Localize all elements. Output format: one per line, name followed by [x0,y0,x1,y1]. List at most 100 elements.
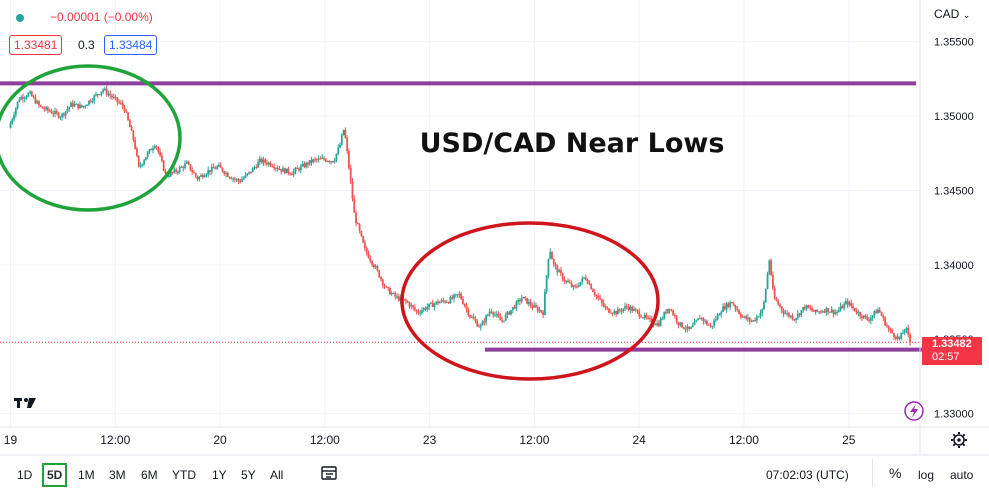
candle-body [713,320,716,326]
candle-body [793,319,796,321]
candle-body [460,293,463,300]
candle-body [661,318,664,320]
timeframe-1d[interactable]: 1D [17,468,33,482]
candle-body [891,330,894,334]
candle-body [552,259,555,265]
candle-body [686,326,689,330]
candle-body [365,248,368,254]
candle-body [560,270,562,274]
candle-body [77,103,80,109]
candle-body [738,310,740,314]
candle-body [175,169,178,173]
candle-body [788,313,790,317]
candle-body [650,318,653,324]
candle-body [160,155,163,161]
candle-body [255,167,258,169]
candle-body [732,303,735,306]
candle-body [695,320,698,322]
candle-body [568,282,571,284]
gear-icon[interactable] [951,432,967,448]
candle-body [96,94,99,96]
bar-countdown: 02:57 [932,351,960,363]
log-toggle[interactable]: log [918,468,935,482]
candle-body [84,105,87,107]
timeframe-all[interactable]: All [270,468,284,482]
lightning-icon[interactable] [904,401,924,421]
candle-body [896,336,899,339]
candle-body [478,326,480,328]
candle-body [331,161,334,163]
percent-toggle[interactable]: % [889,465,902,481]
candle-body [419,312,422,314]
timeframe-1y[interactable]: 1Y [212,468,227,482]
timeframe-ytd[interactable]: YTD [172,468,196,482]
candle-body [29,91,31,94]
candle-body [716,314,719,320]
candle-body [677,321,680,326]
candle-body [638,311,641,317]
candle-body [670,310,673,312]
candle-body [351,181,354,199]
candle-body [184,163,186,169]
candle-body [622,308,625,312]
candle-body [485,315,487,323]
candle-body [437,301,439,304]
candle-body [241,179,243,182]
candle-body [590,284,593,290]
timeframe-1m[interactable]: 1M [78,468,95,482]
timeframe-3m[interactable]: 3M [109,468,126,482]
candle-body [515,301,518,309]
candle-body [219,164,222,168]
timeframe-5y[interactable]: 5Y [241,468,256,482]
candle-body [157,147,160,153]
candle-body [164,170,167,174]
candle-body [125,111,128,113]
candle-body [178,167,181,172]
candle-body [196,176,199,180]
candle-body [825,308,828,313]
candle-body [271,165,274,167]
utc-clock[interactable]: 07:02:03 (UTC) [766,468,849,482]
candle-body [624,306,626,309]
candle-body [36,101,39,104]
candle-body [385,286,388,288]
candle-body [745,316,748,319]
compare-icon[interactable] [321,466,337,480]
candle-body [479,325,482,328]
candle-body [71,102,74,107]
candle-body [280,169,283,172]
candle-body [727,303,730,307]
candle-body [242,177,245,180]
candle-body [209,170,211,172]
candle-body [310,159,313,163]
candle-body [711,325,714,327]
candle-body [581,278,584,282]
candle-body [852,306,854,308]
currency-selector[interactable]: CAD ⌄ [934,7,970,21]
candle-body [576,286,578,288]
candle-body [346,137,349,151]
timeframe-6m[interactable]: 6M [141,468,158,482]
candle-body [905,327,908,331]
timeframe-5d[interactable]: 5D [42,463,68,487]
ask-button[interactable]: 1.33484 [104,35,158,55]
candle-body [412,305,414,308]
bid-button[interactable]: 1.33481 [9,35,63,55]
candle-body [556,266,559,273]
candle-body [315,159,318,161]
tradingview-logo-icon[interactable] [14,398,36,408]
candle-body [675,316,678,322]
candle-body [390,293,393,295]
candle-body [278,168,281,170]
candle-body [59,117,62,119]
x-tick-label: 23 [423,433,437,447]
candle-body [415,309,418,312]
candle-body [584,277,587,280]
candle-body [707,324,710,326]
auto-toggle[interactable]: auto [950,468,974,482]
candle-body [572,285,575,287]
candle-body [95,94,97,96]
candle-body [520,298,523,302]
candle-body [885,325,888,327]
